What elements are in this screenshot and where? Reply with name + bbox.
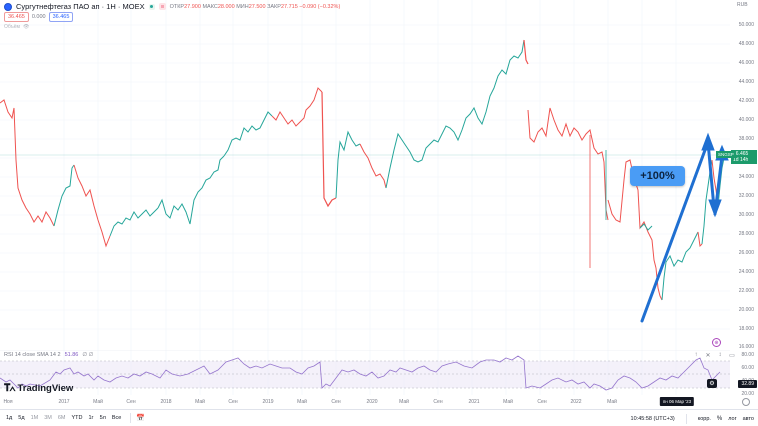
timeframe-3m[interactable]: 3М (44, 415, 52, 421)
symbol-title[interactable]: Сургутнефтегаз ПАО ап · 1Н · MOEX (16, 2, 145, 11)
price-tick: 42.000 (738, 98, 754, 104)
time-tick: Май (399, 399, 409, 405)
trade-buttons: 36.465 0.000 36.465 (4, 12, 74, 22)
bottom-toolbar: 1д 5д 1М 3М 6М YTD 1г 5л Все 📅 10:45:58 … (0, 409, 758, 426)
adjust-toggle[interactable]: корр. (697, 415, 711, 422)
time-tick: Май (93, 399, 103, 405)
time-tick: Сен (331, 399, 341, 405)
pane-controls: ↑ ✕ ↕ ▭ (692, 351, 736, 359)
volume-legend[interactable]: Объём 👁 (4, 24, 29, 30)
timeframe-all[interactable]: Все (111, 415, 122, 421)
close-pane-icon[interactable]: ✕ (705, 352, 711, 359)
maximize-pane-icon[interactable]: ▭ (729, 352, 735, 359)
rsi-pane[interactable] (0, 350, 730, 396)
price-tick: 40.000 (738, 117, 754, 123)
price-tick: 44.000 (738, 79, 754, 85)
time-tick: 2021 (468, 399, 480, 405)
percent-change-callout[interactable]: +100% (630, 166, 685, 186)
market-open-icon (148, 3, 155, 10)
tradingview-mark-icon: 𝐓∧ (4, 383, 15, 394)
time-tick: 2018 (160, 399, 172, 405)
sell-button[interactable]: 36.465 (4, 12, 29, 22)
log-toggle[interactable]: лог (728, 415, 737, 422)
price-tick: 20.000 (738, 307, 754, 313)
rsi-value: 51.86 (64, 352, 79, 358)
timeframe-5d[interactable]: 5д (18, 415, 25, 421)
time-tick: 2019 (262, 399, 274, 405)
trend-arrows (640, 132, 729, 323)
timeframe-1d[interactable]: 1д (6, 415, 13, 421)
rsi-tick: 60.00 (741, 365, 754, 371)
rsi-legend[interactable]: RSI 14 close SMA 14 2 51.86 ∅ ∅ (4, 352, 93, 358)
price-tick: 28.000 (738, 231, 754, 237)
price-tick: 18.000 (738, 326, 754, 332)
divider (685, 413, 687, 424)
eye-hidden-icon[interactable]: 👁 (22, 24, 30, 30)
symbol-legend[interactable]: Сургутнефтегаз ПАО ап · 1Н · MOEX ОТКР27… (4, 2, 340, 11)
divider (130, 413, 132, 423)
clock[interactable]: 10:45:58 (UTC+3) (630, 415, 675, 422)
time-tick: Сен (433, 399, 443, 405)
price-tick: 24.000 (738, 269, 754, 275)
timeframe-5y[interactable]: 5л (99, 415, 106, 421)
price-tick: 16.000 (738, 344, 754, 350)
price-tick: 26.000 (738, 250, 754, 256)
price-chart[interactable] (0, 0, 758, 395)
price-tick: 34.000 (738, 174, 754, 180)
timeframe-1y[interactable]: 1г (88, 415, 94, 421)
buy-button[interactable]: 36.465 (48, 12, 74, 22)
price-tick: 48.000 (738, 41, 754, 47)
last-price-label: 36.465 1d 14h (731, 150, 757, 164)
time-tick: Май (297, 399, 307, 405)
rsi-current-value: 32.89 (738, 380, 757, 388)
status-controls: 10:45:58 (UTC+3) корр. % лог авто (631, 410, 754, 426)
time-tick: Сен (228, 399, 238, 405)
price-tick: 32.000 (738, 193, 754, 199)
rsi-tick: 80.00 (741, 352, 754, 358)
delay-status-icon[interactable] (158, 3, 166, 10)
rsi-flags: ∅ ∅ (82, 352, 94, 358)
symbol-tag: SNGSP (716, 151, 736, 158)
rsi-title: RSI 14 close SMA 14 2 (4, 352, 61, 358)
percent-toggle[interactable]: % (716, 415, 723, 422)
time-tick: 2022 (570, 399, 582, 405)
time-axis[interactable]: Ноя 2017 Май Сен 2018 Май Сен 2019 Май С… (0, 397, 730, 407)
price-tick: 30.000 (738, 212, 754, 218)
price-tick: 38.000 (738, 136, 754, 142)
spread-value: 0.000 (31, 14, 46, 20)
time-tick: Сен (537, 399, 547, 405)
time-tick: Май (503, 399, 513, 405)
move-up-icon[interactable]: ↑ (694, 352, 698, 358)
time-tick: 2017 (58, 399, 70, 405)
candles (0, 39, 727, 301)
time-tick: Май (195, 399, 205, 405)
time-tick: Сен (126, 399, 136, 405)
alert-icon[interactable]: ⊕ (712, 338, 721, 347)
currency-selector[interactable]: RUB (737, 2, 748, 8)
time-tick: Май (607, 399, 617, 405)
time-tick: 2020 (366, 399, 378, 405)
rsi-tick: 20.00 (741, 391, 754, 397)
tradingview-logo-text: TradingView (17, 383, 74, 394)
tradingview-logo[interactable]: 𝐓∧ TradingView (4, 383, 73, 394)
price-tick: 22.000 (738, 288, 754, 294)
price-tick: 50.000 (738, 22, 754, 28)
crosshair-date-label: пн 06 Мар '23 (659, 397, 695, 406)
timeframe-ytd[interactable]: YTD (71, 415, 83, 421)
time-tick: Ноя (3, 399, 13, 405)
axis-settings-icon[interactable] (742, 398, 750, 406)
volume-label: Объём (4, 24, 20, 30)
rsi-settings-icon[interactable]: ⚙ (707, 379, 717, 388)
timeframe-6m[interactable]: 6М (57, 415, 66, 421)
auto-toggle[interactable]: авто (742, 415, 754, 422)
calendar-goto-icon[interactable]: 📅 (136, 415, 146, 422)
price-tick: 46.000 (738, 60, 754, 66)
price-axis[interactable]: RUB 50.000 48.000 46.000 44.000 42.000 4… (732, 0, 758, 395)
timeframe-1m[interactable]: 1М (30, 415, 39, 421)
symbol-logo-icon (4, 2, 12, 11)
collapse-pane-icon[interactable]: ↕ (718, 352, 722, 358)
ohlc-values: ОТКР27.900 МАКС28.000 МИН27.500 ЗАКР27.7… (169, 3, 341, 10)
